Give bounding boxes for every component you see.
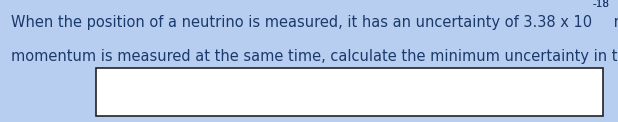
Text: momentum is measured at the same time, calculate the minimum uncertainty in the : momentum is measured at the same time, c… <box>11 49 618 64</box>
Text: -18: -18 <box>592 0 609 9</box>
Bar <box>96 68 603 116</box>
Text: meters. If the: meters. If the <box>609 15 618 30</box>
Text: -18: -18 <box>592 0 609 9</box>
Text: When the position of a neutrino is measured, it has an uncertainty of 3.38 x 10: When the position of a neutrino is measu… <box>11 15 592 30</box>
